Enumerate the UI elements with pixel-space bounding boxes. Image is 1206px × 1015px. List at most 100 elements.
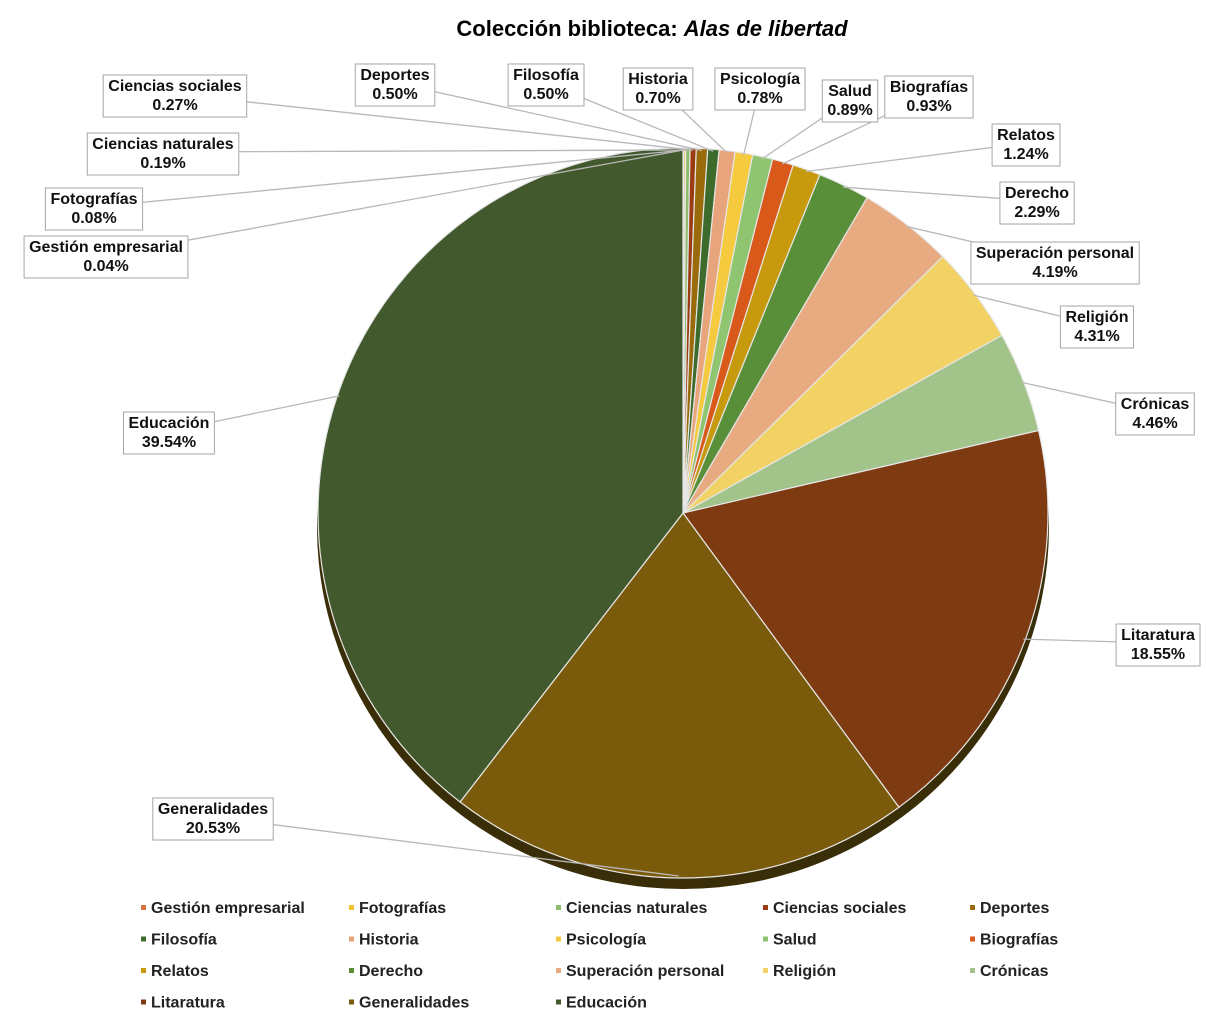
legend-label: Ciencias naturales: [566, 900, 708, 917]
legend-item-psicologia: Psicología: [556, 932, 646, 949]
data-label-derecho: Derecho 2.29%: [999, 181, 1075, 225]
data-label-box: [622, 67, 694, 111]
data-label-category: Deportes: [360, 67, 429, 84]
legend-swatch: [141, 999, 146, 1005]
legend-swatch: [349, 999, 354, 1005]
legend-label: Litaratura: [151, 995, 225, 1011]
legend-swatch: [556, 999, 561, 1005]
legend-swatch: [141, 968, 146, 973]
data-label-percent: 0.89%: [827, 102, 872, 119]
leader-line-ciencias-naturales: [162, 149, 688, 153]
data-label-category: Educación: [129, 415, 210, 432]
legend-label: Biografías: [980, 932, 1058, 949]
data-label-box: [991, 123, 1061, 167]
data-label-percent: 39.54%: [142, 434, 196, 451]
leader-line-relatos: [805, 142, 1027, 173]
leader-line-deportes: [394, 82, 703, 152]
data-label-box: [1059, 305, 1135, 349]
data-label-box: [354, 63, 436, 107]
legend-item-gestion-empresarial: Gestión empresarial: [141, 900, 305, 917]
legend-swatch: [141, 936, 146, 942]
data-label-percent: 0.08%: [71, 210, 116, 227]
data-label-box: [999, 181, 1075, 225]
data-label-category: Historia: [628, 71, 688, 88]
legend-item-ciencias-sociales: Ciencias sociales: [763, 900, 907, 917]
data-label-percent: 0.19%: [140, 155, 185, 172]
legend-label: Filosofía: [151, 932, 217, 949]
data-label-percent: 4.19%: [1032, 264, 1077, 281]
data-label-category: Derecho: [1005, 185, 1069, 202]
data-label-category: Biografías: [890, 79, 968, 96]
legend-item-filosofia: Filosofía: [141, 932, 217, 949]
leader-line-fotografias: [93, 149, 685, 208]
pie-slices: [317, 147, 1049, 879]
data-label-generalidades: Generalidades 20.53%: [152, 797, 274, 841]
legend-swatch: [556, 905, 561, 910]
legend-swatch: [349, 905, 354, 910]
legend-swatch: [970, 968, 975, 973]
data-label-educacion: Educación 39.54%: [123, 411, 215, 455]
data-label-historia: Historia 0.70%: [622, 67, 694, 111]
legend-label: Fotografías: [359, 900, 446, 917]
data-label-fotografias: Fotografías 0.08%: [44, 187, 144, 231]
data-label-box: [714, 67, 806, 111]
legend-swatch: [349, 936, 354, 942]
data-label-box: [507, 63, 585, 107]
legend-item-ciencias-naturales: Ciencias naturales: [556, 900, 708, 917]
legend-label: Derecho: [359, 963, 423, 980]
data-label-percent: 0.27%: [152, 97, 197, 114]
chart-title: Colección biblioteca: Alas de libertad: [456, 16, 848, 41]
data-label-percent: 1.24%: [1003, 146, 1048, 163]
data-label-cronicas: Crónicas 4.46%: [1115, 392, 1195, 436]
legend-label: Ciencias sociales: [773, 900, 907, 917]
legend-label: Salud: [773, 932, 817, 949]
legend-item-fotografias: Fotografías: [349, 900, 446, 917]
legend-label: Generalidades: [359, 995, 469, 1011]
legend-swatch: [763, 936, 768, 942]
legend-label: Psicología: [566, 932, 646, 949]
data-label-percent: 18.55%: [1131, 646, 1185, 663]
data-label-ciencias-naturales: Ciencias naturales 0.19%: [86, 132, 240, 176]
legend-label: Historia: [359, 932, 419, 949]
legend-item-religion: Religión: [763, 963, 836, 980]
pie-slice-educacion: [317, 147, 684, 803]
chart-title-emphasis: Alas de libertad: [683, 16, 848, 41]
legend-item-salud: Salud: [763, 932, 817, 949]
data-label-box: [123, 411, 215, 455]
legend-label: Educación: [566, 995, 647, 1011]
chart-title-main: Colección biblioteca:: [456, 16, 683, 41]
data-label-category: Religión: [1065, 309, 1128, 326]
leader-line-ciencias-sociales: [174, 93, 694, 151]
data-label-category: Relatos: [997, 127, 1055, 144]
data-label-category: Psicología: [720, 71, 800, 88]
data-label-percent: 0.70%: [635, 90, 680, 107]
data-label-percent: 0.93%: [906, 98, 951, 115]
data-label-percent: 20.53%: [186, 820, 240, 837]
legend-swatch: [349, 968, 354, 973]
data-label-box: [152, 797, 274, 841]
data-label-percent: 4.31%: [1074, 328, 1119, 345]
data-label-category: Litaratura: [1121, 627, 1195, 644]
data-label-box: [23, 235, 189, 279]
data-label-salud: Salud 0.89%: [821, 79, 879, 123]
legend-label: Religión: [773, 963, 836, 980]
legend-swatch: [763, 905, 768, 910]
data-label-category: Ciencias sociales: [108, 78, 242, 95]
data-label-psicologia: Psicología 0.78%: [714, 67, 806, 111]
data-label-superacion-personal: Superación personal 4.19%: [970, 241, 1140, 285]
legend: Gestión empresarial Fotografías Ciencias n…: [141, 900, 1058, 1012]
data-label-gestion-empresarial: Gestión empresarial 0.04%: [23, 235, 189, 279]
data-label-box: [884, 75, 974, 119]
legend-swatch: [763, 968, 768, 973]
legend-swatch: [141, 905, 146, 910]
data-label-category: Superación personal: [976, 245, 1134, 262]
data-label-box: [970, 241, 1140, 285]
legend-swatch: [556, 936, 561, 942]
legend-item-derecho: Derecho: [349, 963, 423, 980]
legend-item-superacion-personal: Superación personal: [556, 963, 724, 980]
data-label-relatos: Relatos 1.24%: [991, 123, 1061, 167]
data-label-deportes: Deportes 0.50%: [354, 63, 436, 107]
legend-item-generalidades: Generalidades: [349, 995, 469, 1012]
